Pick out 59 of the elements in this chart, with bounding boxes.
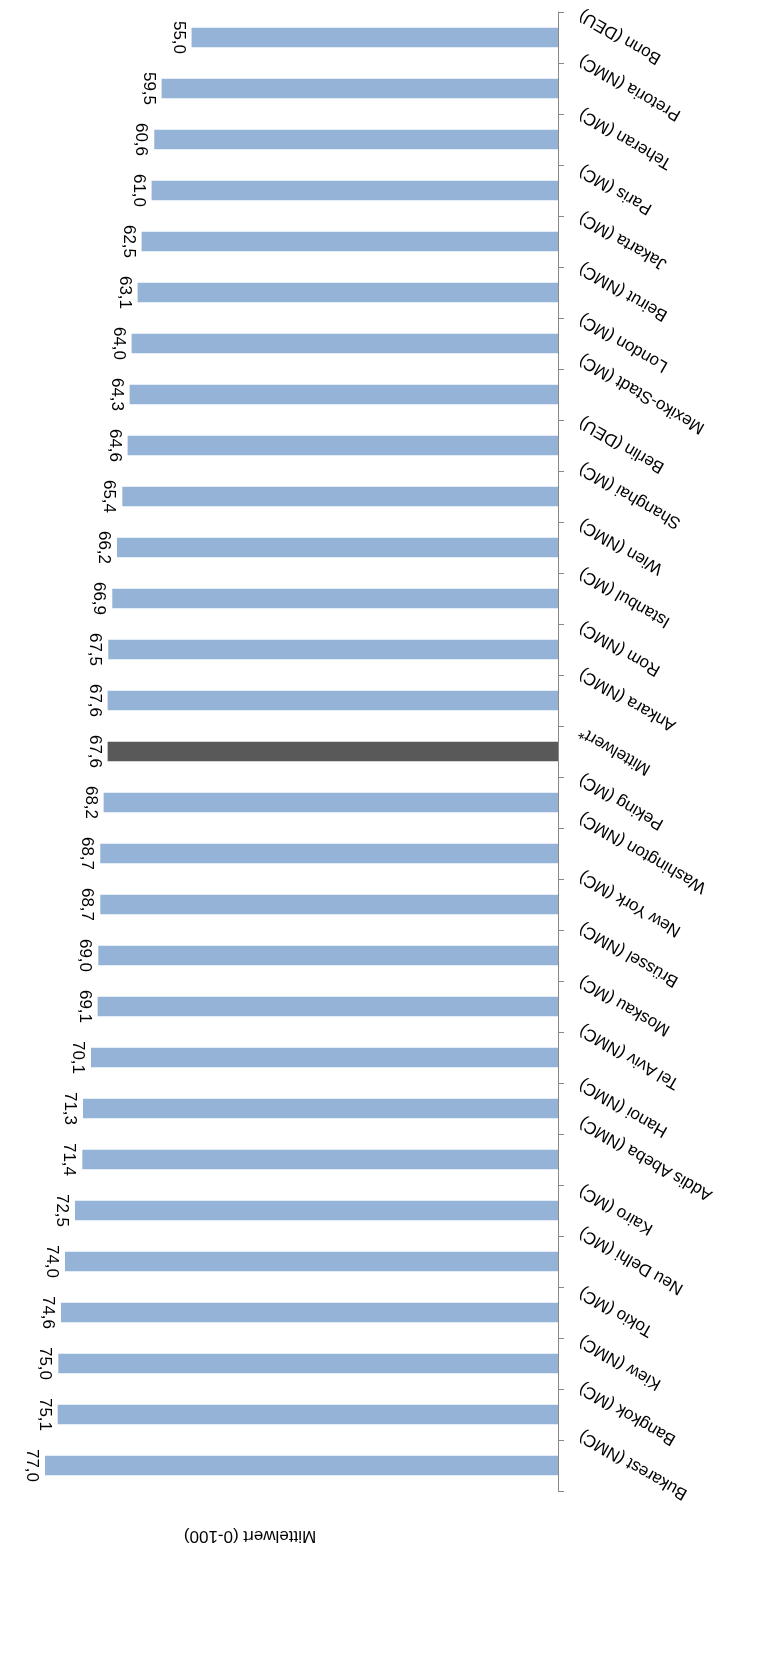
- data-label: 67,5: [86, 632, 106, 667]
- bar: [127, 435, 558, 456]
- data-label: 67,6: [85, 683, 105, 718]
- data-label: 62,5: [119, 224, 139, 259]
- bar: [82, 1098, 558, 1119]
- bar: [107, 741, 558, 762]
- bar: [112, 588, 558, 609]
- bar: [122, 486, 558, 507]
- bar: [141, 231, 558, 252]
- bar: [57, 1404, 558, 1425]
- bar: [58, 1353, 558, 1374]
- bar: [108, 639, 558, 660]
- bar: [103, 792, 558, 813]
- bar: [151, 180, 558, 201]
- data-label: 69,0: [76, 938, 96, 973]
- data-label: 70,1: [68, 1040, 88, 1075]
- bar: [98, 945, 558, 966]
- bar: [97, 996, 558, 1017]
- data-label: 72,5: [52, 1193, 72, 1228]
- data-label: 75,1: [35, 1397, 55, 1432]
- bar: [74, 1200, 558, 1221]
- data-label: 75,0: [36, 1346, 56, 1381]
- x-axis-title: Mittelwert (0-100): [183, 1526, 317, 1546]
- data-label: 69,1: [75, 989, 95, 1024]
- data-label: 68,2: [81, 785, 101, 820]
- data-label: 66,9: [90, 581, 110, 616]
- data-label: 74,0: [42, 1244, 62, 1279]
- bar: [82, 1149, 558, 1170]
- data-label: 66,2: [94, 530, 114, 565]
- data-label: 64,0: [109, 326, 129, 361]
- bar: [100, 843, 558, 864]
- bar: [161, 78, 558, 99]
- data-label: 61,0: [129, 173, 149, 208]
- bar: [154, 129, 558, 150]
- bar: [137, 282, 558, 303]
- bar: [107, 690, 558, 711]
- data-label: 65,4: [100, 479, 120, 514]
- data-label: 60,6: [132, 122, 152, 157]
- bar: [131, 333, 558, 354]
- bar: [129, 384, 558, 405]
- data-label: 71,3: [60, 1091, 80, 1126]
- data-label: 77,0: [23, 1448, 42, 1483]
- data-label: 68,7: [78, 887, 98, 922]
- bar: [60, 1302, 558, 1323]
- data-label: 64,3: [107, 377, 127, 412]
- bar: [64, 1251, 558, 1272]
- data-label: 71,4: [60, 1142, 80, 1177]
- data-label: 67,6: [85, 734, 105, 769]
- data-label: 68,7: [78, 836, 98, 871]
- bar: [45, 1455, 558, 1476]
- data-label: 59,5: [139, 71, 159, 106]
- bar: [191, 27, 558, 48]
- data-label: 63,1: [115, 275, 135, 310]
- bar: [100, 894, 558, 915]
- data-label: 55,0: [169, 20, 189, 55]
- bar: [90, 1047, 558, 1068]
- bar: [116, 537, 558, 558]
- data-label: 74,6: [38, 1295, 58, 1330]
- data-label: 64,6: [105, 428, 125, 463]
